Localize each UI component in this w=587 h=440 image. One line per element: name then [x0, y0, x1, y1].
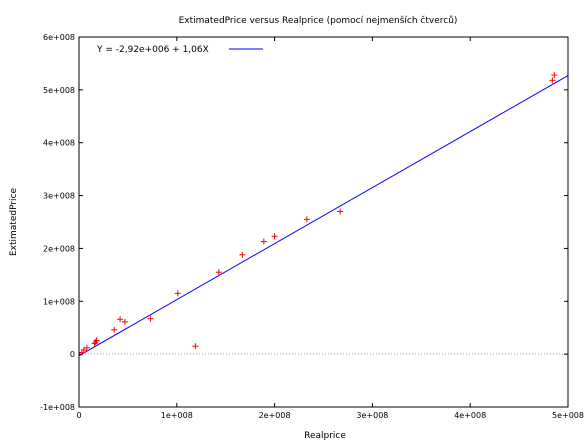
legend-label: Y = -2,92e+006 + 1,06X: [96, 45, 209, 55]
data-point: [147, 315, 154, 322]
x-tick-label: 3e+008: [356, 411, 388, 420]
y-tick-label: 1e+008: [43, 297, 75, 306]
data-point: [174, 290, 181, 297]
chart-title: ExtimatedPrice versus Realprice (pomocí …: [179, 15, 458, 26]
data-point: [121, 318, 128, 325]
data-point: [271, 233, 278, 240]
x-tick-label: 2e+008: [259, 411, 291, 420]
data-point: [551, 72, 558, 79]
axis-tick-labels: 0 1e+008 2e+008 3e+008 4e+008 5e+008-1e+00801…: [40, 33, 584, 420]
plot-frame: [78, 36, 569, 408]
data-point: [93, 337, 100, 344]
data-point: [92, 338, 99, 345]
data-point: [260, 238, 267, 245]
x-tick-label: 0: [76, 411, 81, 420]
data-point: [83, 344, 90, 351]
x-tick-label: 1e+008: [161, 411, 193, 420]
y-tick-label: 3e+008: [43, 192, 75, 201]
data-point: [215, 269, 222, 276]
y-tick-label: 5e+008: [43, 86, 75, 95]
x-tick-label: 4e+008: [454, 411, 486, 420]
axis-ticks: [78, 36, 569, 408]
legend: Y = -2,92e+006 + 1,06X: [96, 45, 263, 55]
x-axis-title: Realprice: [304, 431, 346, 440]
regression-line: [78, 75, 569, 357]
y-tick-label: 0: [70, 350, 75, 359]
y-tick-label: 2e+008: [43, 244, 75, 253]
y-tick-label: 4e+008: [43, 139, 75, 148]
plot-content: [78, 72, 569, 357]
data-point: [111, 326, 118, 333]
data-point: [192, 343, 199, 350]
y-tick-label: -1e+008: [40, 403, 75, 412]
y-axis-title: ExtimatedPrice: [9, 188, 19, 257]
y-tick-label: 6e+008: [43, 33, 75, 42]
data-point: [549, 77, 556, 84]
data-point: [117, 316, 124, 323]
data-point: [239, 251, 246, 258]
x-tick-label: 5e+008: [552, 411, 584, 420]
data-point: [337, 208, 344, 215]
data-point: [303, 216, 310, 223]
